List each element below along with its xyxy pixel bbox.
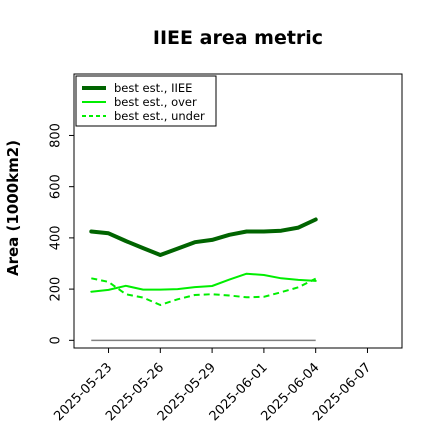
legend-label-1: best est., over bbox=[114, 95, 197, 109]
x-axis: 2025-05-232025-05-262025-05-292025-06-01… bbox=[51, 348, 374, 424]
y-axis: 0 200 400 600 800 bbox=[49, 123, 74, 344]
y-tick-label: 400 bbox=[49, 225, 64, 250]
y-tick-label: 0 bbox=[49, 336, 64, 344]
y-tick-label: 200 bbox=[49, 277, 64, 302]
series-line-2 bbox=[91, 277, 317, 306]
chart-title: IIEE area metric bbox=[153, 27, 323, 49]
y-tick-label: 600 bbox=[49, 174, 64, 199]
series-line-1 bbox=[90, 272, 317, 293]
series-line-0 bbox=[89, 217, 318, 257]
legend-label-0: best est., IIEE bbox=[114, 81, 192, 95]
series-layer bbox=[89, 217, 318, 306]
y-axis-label: Area (1000km2) bbox=[4, 140, 22, 276]
plot-frame bbox=[73, 73, 403, 349]
legend-label-2: best est., under bbox=[114, 109, 205, 123]
y-tick-label: 800 bbox=[49, 123, 64, 148]
